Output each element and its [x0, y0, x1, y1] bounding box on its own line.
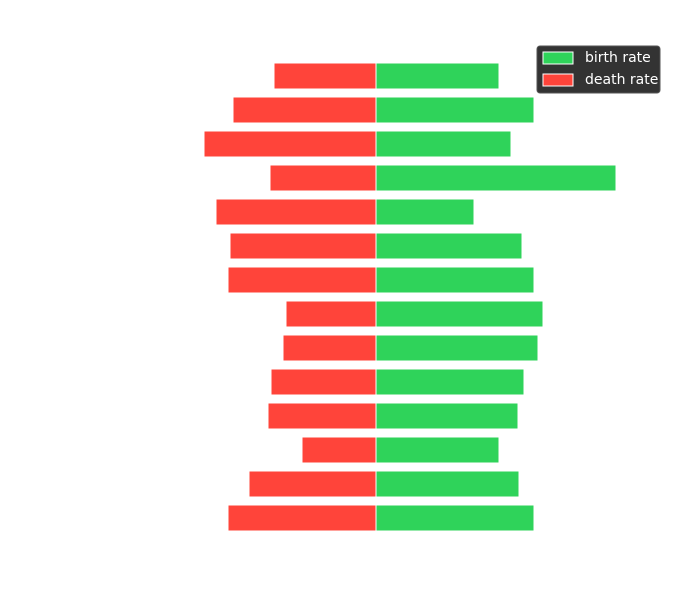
legend-label: death rate: [585, 72, 658, 88]
bar: [375, 402, 519, 430]
bar: [232, 96, 377, 124]
bar: [375, 436, 500, 464]
bar: [375, 198, 475, 226]
bar: [229, 232, 377, 260]
bar: [375, 62, 500, 90]
bar: [227, 266, 377, 294]
bar: [270, 368, 377, 396]
bar: [375, 130, 512, 158]
bar: [269, 164, 377, 192]
legend-swatch: [542, 51, 574, 65]
bar: [273, 62, 377, 90]
bar: [375, 96, 535, 124]
bar: [267, 402, 377, 430]
bar: [375, 334, 539, 362]
bar: [248, 470, 377, 498]
bar: [375, 300, 544, 328]
bar: [215, 198, 377, 226]
bar: [375, 164, 617, 192]
legend-swatch: [542, 73, 574, 87]
bar: [375, 368, 525, 396]
bar: [301, 436, 377, 464]
bar: [203, 130, 377, 158]
bar: [375, 266, 535, 294]
bar: [227, 504, 377, 532]
bar: [285, 300, 377, 328]
bar: [375, 504, 535, 532]
bar: [375, 470, 520, 498]
legend-label: birth rate: [585, 50, 651, 66]
bar: [375, 232, 523, 260]
bar: [282, 334, 377, 362]
